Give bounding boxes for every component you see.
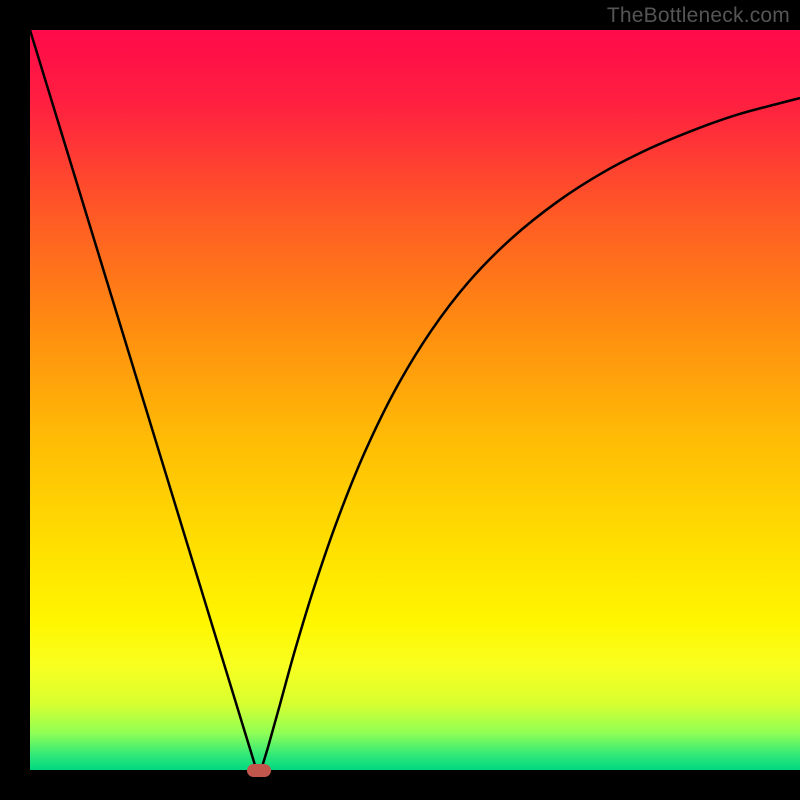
chart-plot-area (30, 30, 800, 770)
chart-svg (30, 30, 800, 770)
chart-background (30, 30, 800, 770)
optimal-point-marker (247, 764, 271, 777)
watermark-text: TheBottleneck.com (607, 4, 790, 28)
